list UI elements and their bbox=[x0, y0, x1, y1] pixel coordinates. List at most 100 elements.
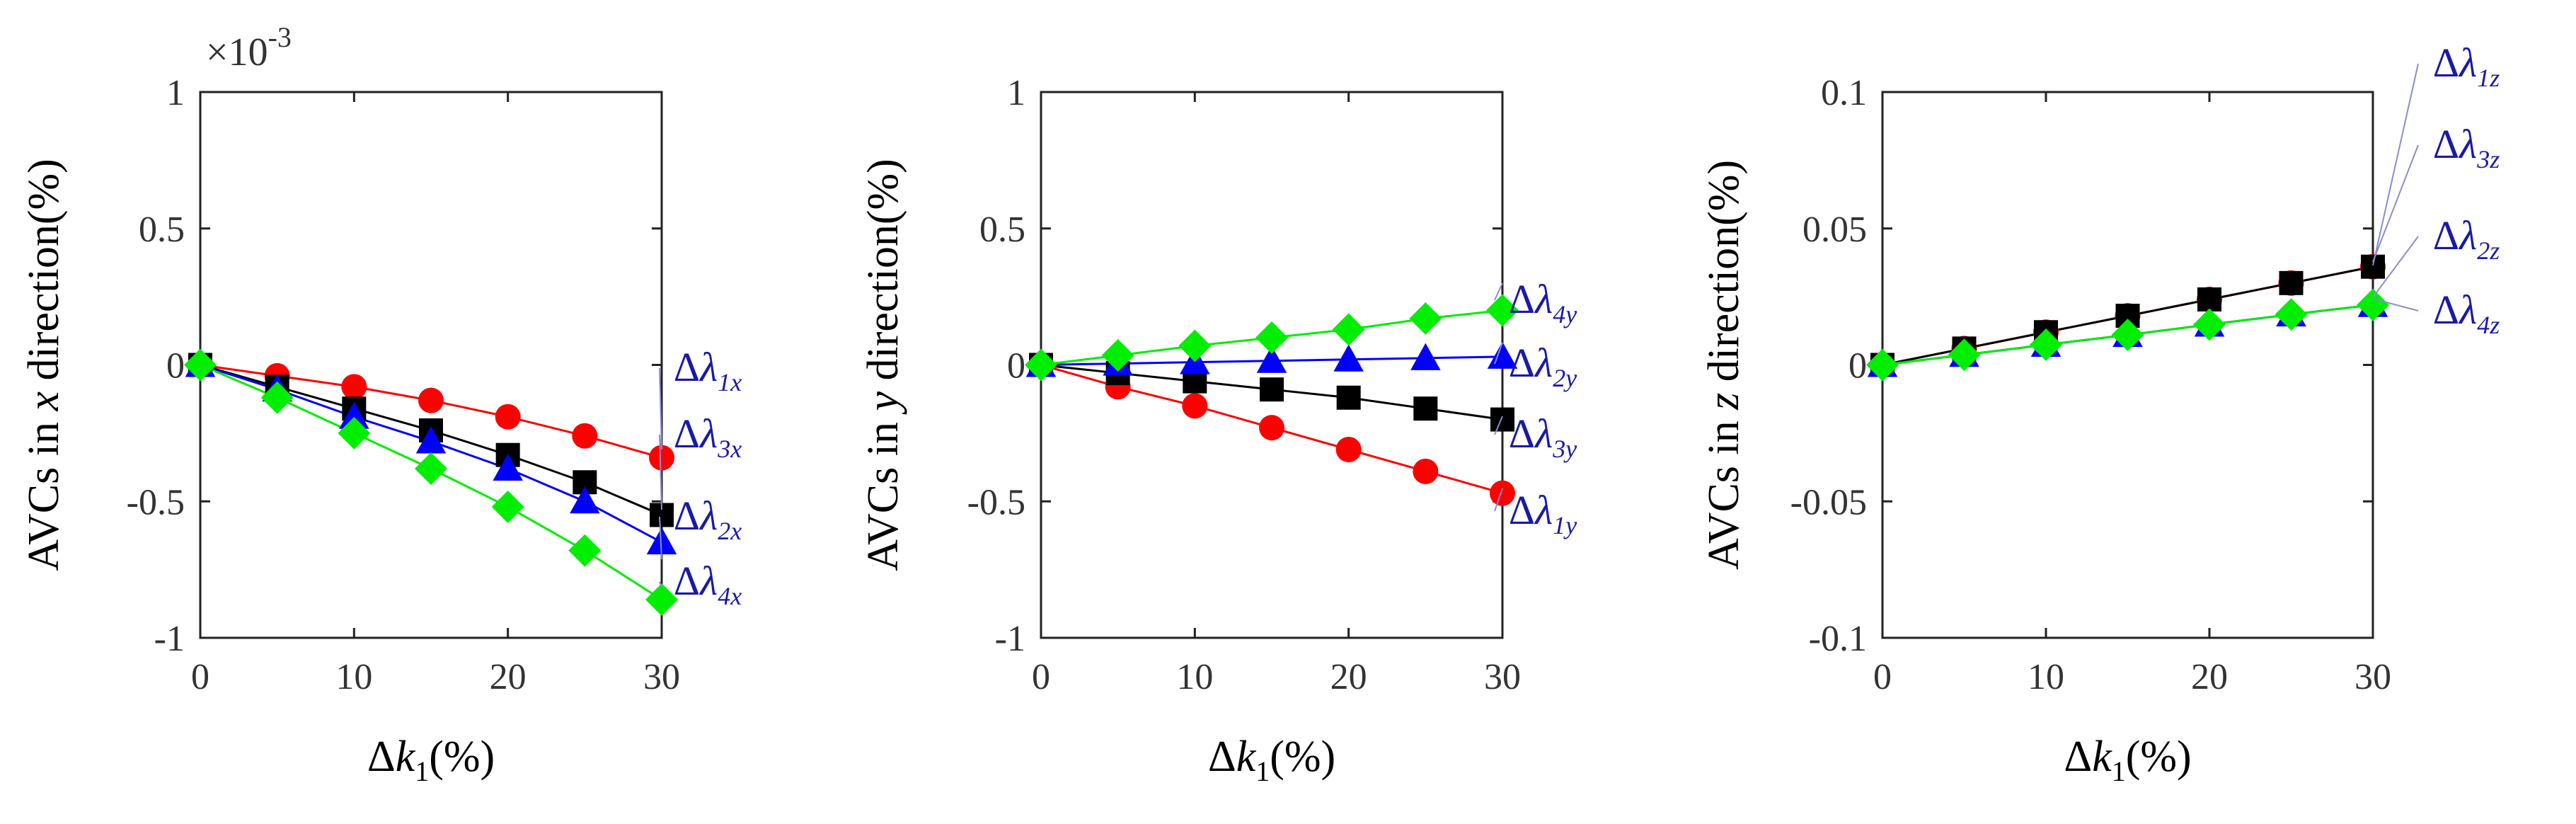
annotation-leader bbox=[659, 367, 662, 450]
data-point-triangle bbox=[1410, 343, 1441, 370]
y-tick-label: 0.5 bbox=[139, 210, 185, 250]
data-point-diamond bbox=[1178, 329, 1212, 362]
data-point-circle bbox=[1413, 458, 1439, 484]
annotation-leader bbox=[2372, 298, 2419, 311]
data-point-circle bbox=[649, 445, 674, 471]
y-tick-label: -0.5 bbox=[127, 482, 185, 522]
data-point-diamond bbox=[1101, 339, 1134, 372]
annotation-label: Δλ1y bbox=[1509, 487, 1577, 539]
data-point-square bbox=[1490, 407, 1514, 432]
annotation-label: Δλ1x bbox=[674, 344, 742, 396]
annotation-label: Δλ4x bbox=[674, 558, 742, 610]
data-point-diamond bbox=[645, 583, 678, 616]
data-point-diamond bbox=[415, 452, 447, 485]
data-point-square bbox=[1413, 396, 1438, 421]
annotation-label: Δλ4y bbox=[1509, 276, 1577, 328]
data-point-diamond bbox=[2111, 319, 2144, 352]
x-tick-label: 0 bbox=[191, 657, 209, 697]
data-point-square bbox=[1336, 385, 1361, 410]
data-point-circle bbox=[1335, 437, 1362, 463]
y-tick-label: 0.1 bbox=[1821, 73, 1867, 113]
data-point-diamond bbox=[2357, 288, 2389, 321]
y-axis-label: AVCs in x direction(%) bbox=[20, 159, 68, 571]
annotation-label: Δλ2y bbox=[1509, 340, 1577, 392]
y-tick-label: -1 bbox=[995, 619, 1025, 659]
annotation-label: Δλ3z bbox=[2433, 121, 2500, 173]
annotation-leader bbox=[659, 581, 662, 588]
data-point-circle bbox=[1259, 415, 1284, 441]
data-point-circle bbox=[1182, 393, 1208, 419]
y-tick-label: 1 bbox=[1007, 73, 1025, 113]
axis-multiplier: ×10-3 bbox=[206, 21, 292, 74]
annotation-label: Δλ3x bbox=[674, 411, 742, 463]
x-tick-label: 0 bbox=[1032, 657, 1050, 697]
y-tick-label: -0.05 bbox=[1790, 482, 1867, 522]
subplot-3: -0.1 -0.05 0 0.05 0.1 0 10 20 30 AVCs in z direct… bbox=[1700, 40, 2500, 787]
annotation-leader bbox=[2372, 144, 2419, 263]
data-point-square bbox=[2197, 287, 2221, 311]
data-point-diamond bbox=[2193, 308, 2226, 341]
x-axis-label: Δk1(%) bbox=[367, 733, 495, 787]
x-axis-label: Δk1(%) bbox=[1208, 733, 1335, 787]
annotation-leader bbox=[2372, 236, 2419, 298]
x-tick-label: 30 bbox=[643, 657, 680, 697]
data-point-diamond bbox=[1255, 321, 1288, 354]
data-point-circle bbox=[418, 387, 444, 413]
x-tick-label: 30 bbox=[1484, 657, 1521, 697]
annotation-leader bbox=[2372, 63, 2419, 266]
y-tick-label: -0.1 bbox=[1809, 619, 1867, 659]
data-point-diamond bbox=[2275, 298, 2308, 331]
data-point-diamond bbox=[568, 534, 602, 567]
data-point-diamond bbox=[491, 491, 524, 523]
annotation-label: Δλ2x bbox=[674, 493, 742, 545]
data-point-diamond bbox=[1025, 348, 1057, 382]
data-point-triangle bbox=[646, 527, 677, 555]
annotation-leader bbox=[1494, 282, 1503, 301]
data-point-triangle bbox=[493, 453, 523, 481]
y-tick-label: 0.5 bbox=[979, 210, 1025, 250]
x-tick-label: 30 bbox=[2354, 657, 2391, 697]
data-point-diamond bbox=[1486, 294, 1519, 327]
y-tick-label: 0 bbox=[1007, 346, 1025, 387]
x-tick-label: 10 bbox=[2028, 657, 2064, 697]
data-point-diamond bbox=[260, 381, 294, 414]
y-tick-label: 0 bbox=[166, 346, 185, 387]
x-tick-label: 10 bbox=[1176, 657, 1213, 697]
y-axis-label: AVCs in z direction(%) bbox=[1700, 160, 1748, 570]
annotation-leader bbox=[1494, 342, 1503, 365]
data-point-square bbox=[1260, 377, 1284, 402]
data-point-diamond bbox=[1332, 313, 1365, 346]
annotation-leader bbox=[659, 434, 662, 510]
data-point-circle bbox=[572, 423, 598, 449]
data-point-square bbox=[2361, 254, 2385, 279]
annotation-label: Δλ3y bbox=[1509, 411, 1577, 463]
y-tick-label: 0.05 bbox=[1802, 210, 1867, 250]
x-tick-label: 20 bbox=[490, 657, 527, 697]
data-point-circle bbox=[341, 374, 367, 400]
y-tick-label: 1 bbox=[166, 73, 185, 113]
y-tick-label: -0.5 bbox=[967, 482, 1025, 522]
data-point-diamond bbox=[1409, 302, 1442, 335]
annotation-label: Δλ4z bbox=[2433, 287, 2500, 339]
data-point-triangle bbox=[1333, 344, 1364, 372]
annotation-leader bbox=[1494, 488, 1503, 512]
data-point-triangle bbox=[1256, 345, 1287, 373]
annotation-label: Δλ2z bbox=[2433, 212, 2500, 265]
x-tick-label: 20 bbox=[1330, 657, 1367, 697]
data-point-circle bbox=[495, 404, 521, 430]
x-tick-label: 0 bbox=[1873, 657, 1892, 697]
y-tick-label: 0 bbox=[1848, 346, 1867, 387]
data-point-circle bbox=[1490, 480, 1515, 506]
annotation-leader bbox=[659, 516, 662, 560]
data-point-triangle bbox=[339, 401, 369, 429]
data-point-diamond bbox=[1866, 348, 1899, 382]
data-point-diamond bbox=[338, 416, 371, 450]
x-tick-label: 10 bbox=[335, 657, 372, 697]
data-point-diamond bbox=[2030, 328, 2062, 361]
data-point-diamond bbox=[184, 348, 217, 382]
x-axis-label: Δk1(%) bbox=[2064, 733, 2191, 787]
data-point-square bbox=[2279, 270, 2304, 295]
